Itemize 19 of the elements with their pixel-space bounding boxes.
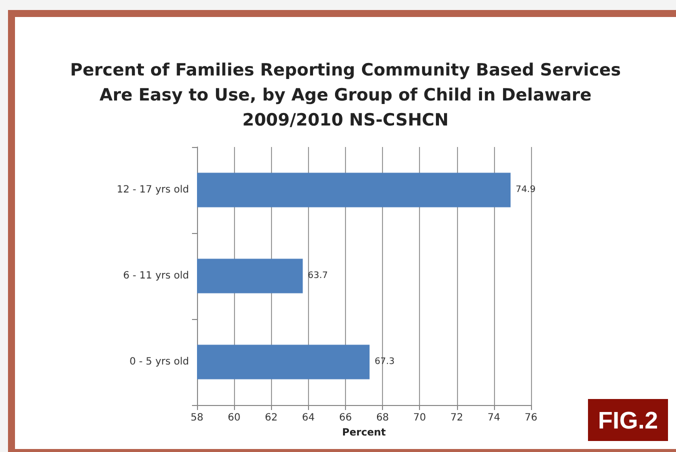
- x-tick-label: 76: [524, 412, 538, 424]
- y-tick-label: 12 - 17 yrs old: [116, 184, 189, 196]
- y-tick-label: 0 - 5 yrs old: [129, 356, 189, 368]
- data-label: 67.3: [374, 357, 395, 367]
- y-tick-label: 6 - 11 yrs old: [123, 270, 189, 282]
- x-tick-label: 74: [488, 412, 500, 424]
- x-tick-label: 70: [413, 412, 426, 424]
- x-tick-label: 66: [339, 412, 352, 424]
- x-tick-label: 68: [376, 412, 389, 424]
- x-tick-label: 58: [190, 412, 204, 424]
- x-tick-label: 72: [450, 412, 464, 424]
- x-tick-label: 60: [228, 412, 240, 424]
- x-tick-label: 64: [302, 412, 315, 424]
- data-label: 74.9: [516, 185, 536, 195]
- x-axis-title: Percent: [342, 427, 386, 438]
- chart-title: Percent of Families Reporting Community Based Services Are Easy to Use, by Age Group of Child in Delaware 2009/2010 NS-CSHCN: [70, 60, 621, 130]
- data-label: 63.7: [308, 271, 328, 281]
- x-tick-label: 62: [264, 412, 278, 424]
- caption: FIG.2: [598, 408, 658, 434]
